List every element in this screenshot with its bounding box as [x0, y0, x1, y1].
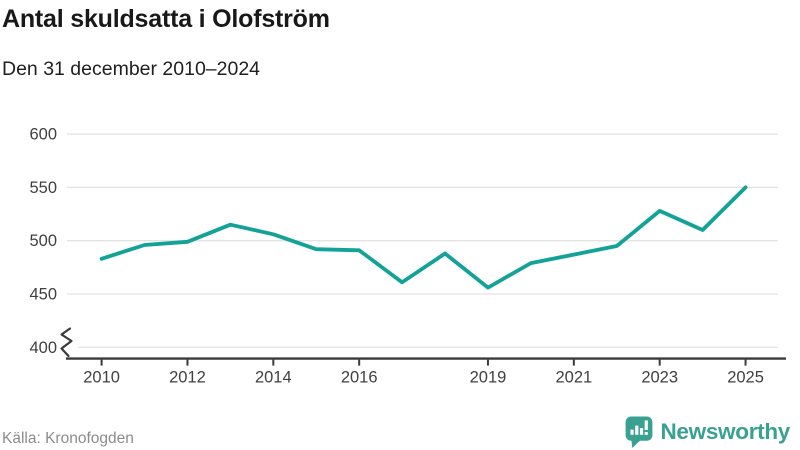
x-tick-label: 2010 [83, 369, 120, 387]
axis-break-icon [60, 327, 73, 358]
y-tick-label: 600 [29, 126, 57, 144]
y-tick-label: 400 [29, 339, 57, 357]
x-tick-label: 2012 [169, 369, 206, 387]
x-tick-label: 2016 [341, 369, 378, 387]
x-tick-label: 2025 [727, 369, 764, 387]
x-tick-label: 2021 [555, 369, 592, 387]
x-tick-label: 2014 [255, 369, 292, 387]
newsworthy-logo-icon [626, 416, 653, 448]
brand-logo: Newsworthy [625, 415, 790, 449]
brand-name: Newsworthy [660, 419, 790, 444]
data-line [99, 185, 748, 290]
page-title: Antal skuldsatta i Olofström [2, 5, 330, 33]
x-tick-label: 2019 [470, 369, 507, 387]
source-note: Källa: Kronofogden [2, 430, 134, 447]
y-tick-label: 450 [29, 285, 57, 303]
chart-subtitle: Den 31 december 2010–2024 [2, 58, 261, 80]
y-tick-label: 500 [29, 232, 57, 250]
x-tick-label: 2023 [641, 369, 678, 387]
y-tick-label: 550 [29, 179, 57, 197]
